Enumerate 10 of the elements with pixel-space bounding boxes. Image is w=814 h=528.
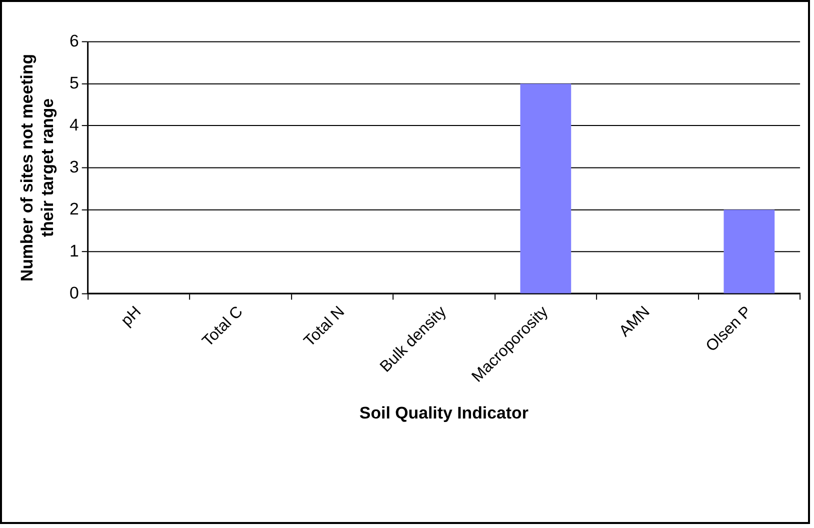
y-tick-label: 0 xyxy=(69,283,79,302)
y-tick-label: 3 xyxy=(69,157,79,176)
y-tick-label: 1 xyxy=(69,241,79,260)
y-tick-label: 6 xyxy=(69,31,79,50)
y-tick-label: 2 xyxy=(69,199,79,218)
y-tick-label: 4 xyxy=(69,115,79,134)
x-axis-title: Soil Quality Indicator xyxy=(359,403,529,422)
y-axis-title: Number of sites not meeting their target range xyxy=(18,54,58,282)
y-tick-label: 5 xyxy=(69,73,79,92)
x-tick-label: pH xyxy=(118,303,145,330)
